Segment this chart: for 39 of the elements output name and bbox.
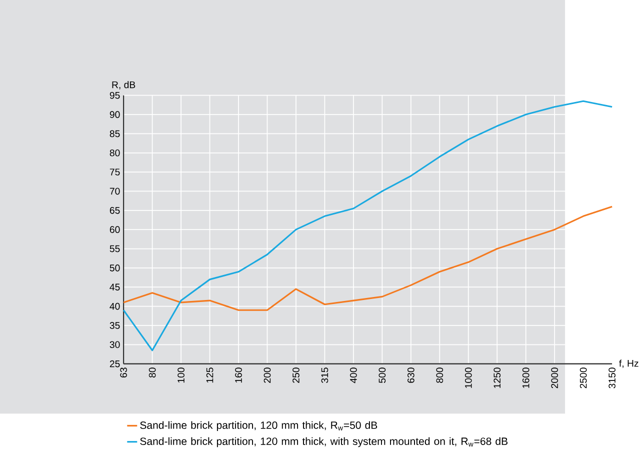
x-tick-label: 400 [350,368,357,384]
x-tick-label: 3150 [608,368,616,388]
x-tick-label: 1000 [464,368,472,388]
y-tick-label: 50 [110,264,120,272]
x-tick-label: 315 [321,368,328,383]
y-tick-label: 75 [110,168,120,176]
x-tick-label: 2000 [551,368,558,388]
x-tick-label: 1600 [522,368,530,388]
x-tick-label: 500 [378,368,386,383]
x-tick-label: 80 [148,368,156,378]
x-tick-label: 200 [264,368,271,383]
x-tick-label: 2500 [580,368,587,388]
y-tick-label: 95 [110,92,120,99]
y-tick-label: 35 [110,322,120,329]
legend-label: Sand-lime brick partition, 120 mm thick, R$_{w}$=50 dB [140,421,378,432]
y-tick-label: 90 [110,111,120,118]
y-tick-label: 70 [110,188,120,195]
x-tick-label: 160 [235,368,242,383]
y-tick-label: 80 [110,150,120,156]
y-tick-label: 60 [110,226,120,234]
x-tick-label: 125 [206,368,214,383]
y-axis-title: R, dB [112,81,136,90]
y-tick-label: 25 [110,360,120,368]
x-tick-label: 63 [120,368,127,378]
x-axis-title: f, Hz [619,360,638,368]
line-series [122,206,613,311]
y-tick-label: 65 [110,207,120,214]
y-tick-label: 30 [110,341,120,348]
legend-label: Sand-lime brick partition, 120 mm thick, with system mounted on it, R$_{w}$=68 dB [140,437,508,448]
x-tick-label: 1250 [494,368,501,388]
x-tick-label: 800 [436,368,444,383]
y-tick-label: 40 [110,302,120,310]
x-tick-label: 250 [292,368,300,383]
line-series [122,100,613,352]
x-tick-label: 100 [178,368,184,383]
y-tick-label: 45 [110,284,120,291]
y-tick-label: 85 [110,130,120,138]
y-tick-label: 55 [110,245,120,252]
x-tick-label: 630 [408,368,414,383]
